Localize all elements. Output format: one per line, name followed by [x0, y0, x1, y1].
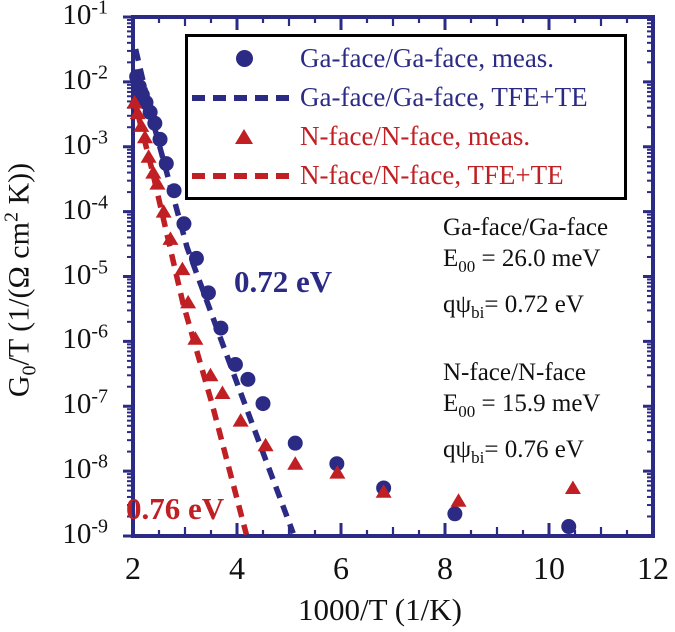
legend-row-n-meas: N-face/N-face, meas.: [188, 118, 624, 155]
y-tick-label: 10-5: [62, 255, 108, 291]
qpsi-post: = 0.76 eV: [484, 436, 584, 464]
axis-ticks: [123, 15, 655, 538]
legend-row-ga-fit: Ga-face/Ga-face, TFE+TE: [188, 79, 624, 116]
x-tick-label: 6: [333, 550, 349, 586]
data-point-triangle: [564, 480, 581, 494]
x-tick-label: 12: [637, 550, 669, 586]
y-tick-label: 10-4: [62, 190, 108, 226]
data-point-triangle: [375, 484, 392, 498]
y-title-end: K)): [2, 162, 36, 213]
qpsi-pre: qψ: [443, 436, 472, 464]
slope-label-076: 0.76 eV: [126, 491, 225, 526]
data-point-triangle: [214, 385, 231, 400]
y-title-pre: G: [2, 375, 36, 398]
annotation-n-e00: E00 = 15.9 meV: [443, 389, 600, 423]
y-axis-title: G0/T (1/(Ω cm2 K)): [1, 163, 42, 397]
e00-post: = 15.9 meV: [475, 389, 601, 417]
legend-row-ga-meas: Ga-face/Ga-face, meas.: [188, 40, 624, 77]
x-tick-label: 10: [533, 550, 565, 586]
annotation-ga-e00: E00 = 26.0 meV: [443, 244, 608, 278]
dashed-line-icon: [192, 172, 296, 179]
fit-line: [132, 48, 296, 535]
data-point-triangle: [136, 129, 153, 144]
x-axis-title: 1000/T (1/K): [298, 592, 462, 627]
y-title-sub: 0: [18, 365, 41, 376]
data-point-circle: [447, 506, 463, 522]
legend-label: Ga-face/Ga-face, TFE+TE: [300, 82, 588, 112]
series-ga-face-ga-face-tfe-te: [132, 48, 296, 535]
annotation-n-qpsi: qψbi= 0.76 eV: [443, 435, 600, 469]
qpsi-post: = 0.72 eV: [484, 291, 584, 319]
legend-box: Ga-face/Ga-face, meas. Ga-face/Ga-face, …: [185, 34, 627, 200]
e00-pre: E: [443, 389, 459, 417]
annotation-n-title: N-face/N-face: [443, 359, 586, 386]
data-point-triangle: [450, 493, 467, 507]
legend-label: Ga-face/Ga-face, meas.: [300, 43, 555, 73]
data-point-triangle: [155, 204, 172, 218]
annotation-ga-title: Ga-face/Ga-face: [443, 214, 609, 241]
legend-marker-cell: [188, 129, 300, 144]
legend-label: N-face/N-face, meas.: [300, 121, 531, 151]
data-point-triangle: [140, 149, 157, 163]
series-n-face-n-face-tfe-te: [131, 98, 250, 536]
data-point-circle: [255, 396, 271, 412]
y-tick-label: 10-8: [62, 450, 108, 486]
data-point-triangle: [174, 261, 191, 276]
qpsi-sub: bi: [471, 448, 485, 468]
e00-post: = 26.0 meV: [475, 244, 601, 272]
y-title-mid: /T (1/(Ω cm: [2, 222, 36, 366]
legend-marker-cell: [188, 172, 300, 179]
e00-sub: 00: [458, 401, 476, 421]
data-point-triangle: [129, 105, 146, 120]
y-tick-label: 10-9: [62, 515, 108, 550]
data-point-triangle: [180, 294, 197, 309]
data-point-circle: [287, 435, 303, 451]
data-point-triangle: [232, 413, 249, 427]
x-tick-label: 8: [437, 550, 453, 586]
triangle-marker-icon: [235, 129, 253, 144]
legend-marker-cell: [188, 50, 300, 67]
data-point-triangle: [287, 456, 304, 470]
data-point-triangle: [145, 165, 162, 179]
y-title-sup: 2: [0, 212, 23, 223]
slope-label-072: 0.72 eV: [234, 264, 333, 299]
annotation-n-face: N-face/N-face E00 = 15.9 meV qψbi= 0.76 …: [443, 358, 600, 469]
annotation-ga-qpsi: qψbi= 0.72 eV: [443, 290, 608, 324]
data-point-circle: [240, 371, 256, 387]
data-point-circle: [147, 115, 163, 131]
x-tick-label: 2: [125, 550, 141, 586]
legend-row-n-fit: N-face/N-face, TFE+TE: [188, 157, 624, 194]
data-point-circle: [329, 456, 345, 472]
e00-pre: E: [443, 244, 459, 272]
data-point-triangle: [329, 465, 346, 479]
e00-sub: 00: [458, 256, 476, 276]
data-point-triangle: [257, 437, 274, 452]
qpsi-pre: qψ: [443, 291, 472, 319]
annotation-ga-face: Ga-face/Ga-face E00 = 26.0 meV qψbi= 0.7…: [443, 213, 608, 324]
qpsi-sub: bi: [471, 303, 485, 323]
x-tick-label: 4: [229, 550, 245, 586]
legend-label: N-face/N-face, TFE+TE: [300, 160, 564, 190]
y-tick-label: 10-1: [62, 0, 108, 31]
y-tick-label: 10-7: [62, 385, 108, 421]
y-tick-label: 10-2: [62, 61, 108, 96]
circle-marker-icon: [235, 50, 253, 67]
data-point-circle: [561, 519, 577, 535]
legend-marker-cell: [188, 94, 300, 101]
dashed-line-icon: [192, 94, 296, 101]
fit-line: [131, 98, 250, 536]
y-tick-label: 10-3: [62, 126, 108, 161]
y-tick-label: 10-6: [62, 320, 108, 356]
